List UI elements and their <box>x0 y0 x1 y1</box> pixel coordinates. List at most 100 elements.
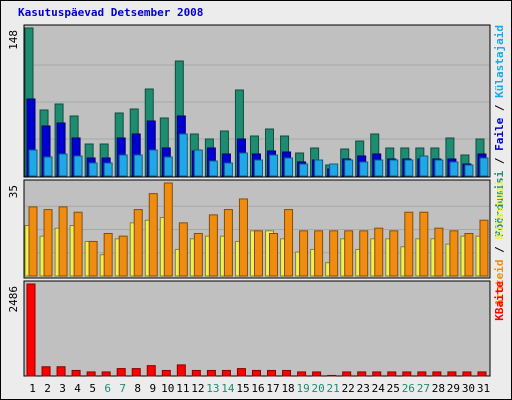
bar-top-külastajaid-19 <box>299 163 309 177</box>
bar-middle-aruteid-3 <box>58 206 68 277</box>
bar-middle-aruteid-26 <box>404 211 414 277</box>
legend-entry: / <box>493 240 506 260</box>
bar-bottom-kbaite-11 <box>176 364 186 377</box>
bar-middle-aruteid-10 <box>163 182 173 277</box>
bar-bottom-kbaite-19 <box>297 371 307 377</box>
bar-top-külastajaid-16 <box>253 159 263 177</box>
xtick-label-day-18: 18 <box>281 382 294 395</box>
bar-bottom-kbaite-13 <box>206 369 216 377</box>
bar-top-külastajaid-22 <box>344 159 354 177</box>
bar-top-külastajaid-21 <box>329 163 339 177</box>
bar-bottom-kbaite-12 <box>191 369 201 377</box>
bar-bottom-kbaite-27 <box>417 371 427 377</box>
xtick-label-day-9: 9 <box>149 382 156 395</box>
bar-bottom-kbaite-28 <box>432 371 442 377</box>
bar-middle-aruteid-31 <box>479 219 489 277</box>
ytick-label-middle: 35 <box>7 185 20 198</box>
bar-bottom-kbaite-3 <box>56 366 66 377</box>
bar-top-külastajaid-6 <box>103 162 113 177</box>
bar-bottom-kbaite-6 <box>101 371 111 377</box>
bar-bottom-kbaite-18 <box>282 369 292 377</box>
bar-bottom-kbaite-23 <box>357 371 367 377</box>
xtick-label-day-26: 26 <box>402 382 415 395</box>
bar-top-külastajaid-9 <box>148 149 158 177</box>
bar-middle-aruteid-28 <box>434 227 444 277</box>
legend-entry: / <box>493 151 506 171</box>
bar-bottom-kbaite-22 <box>342 371 352 377</box>
xtick-label-day-27: 27 <box>417 382 430 395</box>
xtick-label-day-23: 23 <box>357 382 370 395</box>
bar-middle-aruteid-27 <box>419 211 429 277</box>
bar-middle-aruteid-23 <box>359 230 369 277</box>
bar-bottom-kbaite-31 <box>477 371 487 377</box>
xtick-label-day-31: 31 <box>477 382 490 395</box>
bar-middle-aruteid-8 <box>133 209 143 277</box>
bar-middle-aruteid-13 <box>208 214 218 277</box>
bar-middle-aruteid-5 <box>88 240 98 277</box>
bar-top-külastajaid-8 <box>133 154 143 177</box>
xtick-label-day-16: 16 <box>251 382 264 395</box>
xtick-label-day-11: 11 <box>176 382 189 395</box>
bar-top-külastajaid-25 <box>389 159 399 177</box>
xtick-label-day-14: 14 <box>221 382 235 395</box>
bar-middle-aruteid-7 <box>118 235 128 277</box>
xtick-label-day-4: 4 <box>74 382 81 395</box>
bar-middle-aruteid-16 <box>253 230 263 277</box>
bar-top-külastajaid-14 <box>223 162 233 177</box>
bar-top-külastajaid-5 <box>88 162 98 177</box>
xtick-label-day-15: 15 <box>236 382 249 395</box>
bar-top-külastajaid-18 <box>284 157 294 177</box>
bar-top-külastajaid-3 <box>58 153 68 177</box>
bar-top-külastajaid-24 <box>374 159 384 177</box>
xtick-label-day-28: 28 <box>432 382 445 395</box>
xtick-label-day-10: 10 <box>161 382 174 395</box>
plot-area-bottom <box>23 280 491 377</box>
bar-bottom-kbaite-1 <box>26 283 36 377</box>
xtick-label-day-30: 30 <box>462 382 475 395</box>
xtick-label-day-19: 19 <box>296 382 309 395</box>
xtick-label-day-17: 17 <box>266 382 279 395</box>
xtick-label-day-13: 13 <box>206 382 219 395</box>
ytick-label-bottom: 2486 <box>7 286 20 313</box>
bar-bottom-kbaite-14 <box>221 369 231 377</box>
bar-middle-aruteid-29 <box>449 230 459 277</box>
xtick-label-day-2: 2 <box>44 382 51 395</box>
xtick-label-day-3: 3 <box>59 382 66 395</box>
bar-top-külastajaid-20 <box>314 159 324 177</box>
bar-middle-aruteid-22 <box>344 230 354 277</box>
bar-bottom-kbaite-30 <box>462 371 472 377</box>
xtick-label-day-22: 22 <box>342 382 355 395</box>
bar-bottom-kbaite-9 <box>146 365 156 377</box>
bar-bottom-kbaite-21 <box>327 374 337 377</box>
xtick-label-day-29: 29 <box>447 382 460 395</box>
legend-entry: Faile <box>493 117 506 150</box>
bar-middle-aruteid-30 <box>464 232 474 277</box>
bar-bottom-kbaite-5 <box>86 371 96 377</box>
bar-middle-aruteid-20 <box>314 230 324 277</box>
bar-top-külastajaid-30 <box>464 164 474 177</box>
xtick-label-day-21: 21 <box>327 382 340 395</box>
ytick-label-top: 148 <box>7 30 20 50</box>
bar-top-külastajaid-23 <box>359 161 369 177</box>
bar-middle-aruteid-19 <box>299 230 309 277</box>
bar-bottom-kbaite-24 <box>372 371 382 377</box>
legend-entry: KBaite <box>493 281 506 321</box>
bar-middle-aruteid-21 <box>329 230 339 277</box>
bar-middle-aruteid-11 <box>178 222 188 277</box>
bar-top-külastajaid-11 <box>178 133 188 177</box>
bar-middle-aruteid-1 <box>28 206 38 277</box>
bar-bottom-kbaite-4 <box>71 369 81 377</box>
bar-top-külastajaid-15 <box>238 152 248 177</box>
legend-entry: Külastusi <box>493 180 506 240</box>
xtick-label-day-12: 12 <box>191 382 204 395</box>
bar-bottom-kbaite-10 <box>161 369 171 377</box>
legend-middle: Aruteid / Külastusi <box>493 180 506 306</box>
bar-bottom-kbaite-29 <box>447 371 457 377</box>
bar-bottom-kbaite-15 <box>236 368 246 377</box>
bar-top-külastajaid-10 <box>163 156 173 177</box>
legend-entry: Külastajaid <box>493 25 506 98</box>
xtick-label-day-6: 6 <box>104 382 111 395</box>
bar-middle-aruteid-15 <box>238 198 248 277</box>
bar-middle-aruteid-14 <box>223 209 233 277</box>
